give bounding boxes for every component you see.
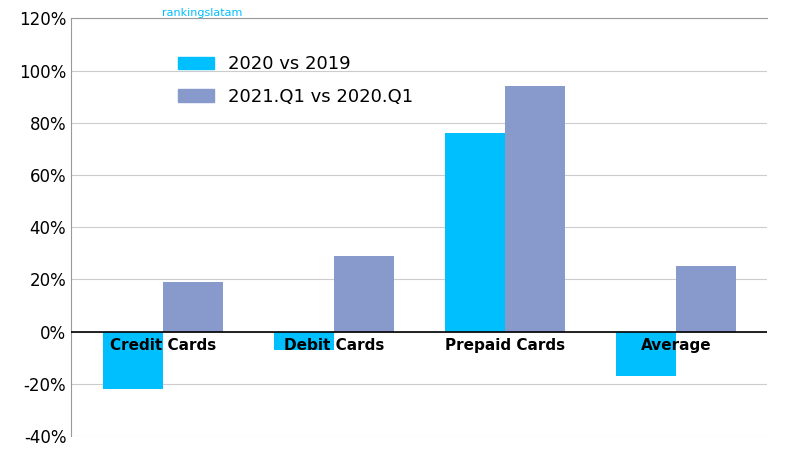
Bar xyxy=(676,266,736,331)
Bar xyxy=(505,86,565,331)
Bar xyxy=(163,282,222,331)
Bar xyxy=(616,331,676,376)
Text: rankingslatam: rankingslatam xyxy=(161,8,242,18)
Legend: 2020 vs 2019, 2021.Q1 vs 2020.Q1: 2020 vs 2019, 2021.Q1 vs 2020.Q1 xyxy=(171,48,421,113)
Bar xyxy=(445,133,505,331)
Bar xyxy=(274,331,334,350)
Bar xyxy=(103,331,163,389)
Bar xyxy=(334,256,394,331)
Text: Average: Average xyxy=(641,338,711,353)
Text: Prepaid Cards: Prepaid Cards xyxy=(445,338,565,353)
Text: Debit Cards: Debit Cards xyxy=(283,338,384,353)
Text: Credit Cards: Credit Cards xyxy=(110,338,216,353)
